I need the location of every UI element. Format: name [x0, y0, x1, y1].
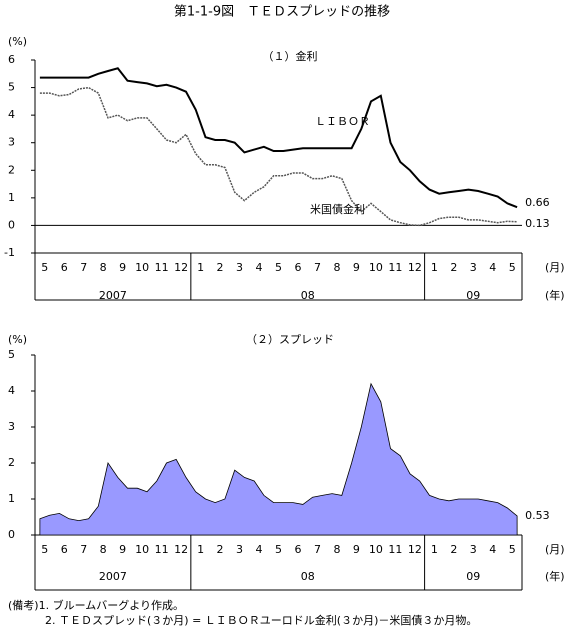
x-tick-label: 3: [470, 261, 477, 274]
note: (備考)1. ブルームバーグより作成。: [8, 598, 184, 612]
y-tick-label: 5: [8, 81, 15, 94]
x-axis-label: (月): [545, 261, 565, 274]
line: [39, 67, 518, 209]
annotation: ＬＩＢＯＲ: [315, 115, 370, 128]
y-tick-label: 3: [8, 420, 15, 433]
x-tick-label: 8: [333, 543, 340, 556]
x-tick-label: 11: [388, 543, 402, 556]
x-tick-label: 11: [155, 261, 169, 274]
x-axis-label: (月): [545, 543, 565, 556]
x-tick-label: 5: [275, 261, 282, 274]
x-tick-label: 9: [119, 261, 126, 274]
value-label: 0.66: [525, 196, 550, 209]
y-tick-label: 2: [8, 163, 15, 176]
y-tick-label: 0: [8, 528, 15, 541]
x-tick-label: 5: [41, 543, 48, 556]
x-tick-label: 12: [174, 261, 188, 274]
year-label: 2007: [99, 570, 127, 583]
x-tick-label: 2: [450, 261, 457, 274]
x-tick-label: 1: [431, 261, 438, 274]
x-tick-label: 10: [135, 261, 149, 274]
x-tick-label: 5: [275, 543, 282, 556]
x-tick-label: 7: [314, 261, 321, 274]
year-label: 08: [301, 289, 315, 302]
year-label: 09: [466, 570, 480, 583]
y-tick-label: 0: [8, 218, 15, 231]
y-tick-label: -1: [4, 246, 15, 259]
x-tick-label: 12: [408, 261, 422, 274]
chart-title: 第1-1-9図 ＴＥＤスプレッドの推移: [174, 5, 390, 20]
x-tick-label: 3: [470, 543, 477, 556]
x-tick-label: 1: [197, 261, 204, 274]
annotation: 米国債金利: [310, 202, 365, 216]
x-tick-label: 5: [509, 543, 516, 556]
x-tick-label: 6: [294, 543, 301, 556]
y-axis-label: (%): [8, 35, 27, 48]
x-tick-label: 7: [80, 543, 87, 556]
x-tick-label: 2: [450, 543, 457, 556]
x-tick-label: 10: [369, 543, 383, 556]
x-tick-label: 10: [369, 261, 383, 274]
x-tick-label: 5: [41, 261, 48, 274]
x-tick-label: 10: [135, 543, 149, 556]
x-tick-label: 8: [100, 261, 107, 274]
area: [39, 382, 518, 536]
year-label: 2007: [99, 289, 127, 302]
x-tick-label: 4: [489, 261, 496, 274]
panel-title: （２）スプレッド: [246, 333, 334, 346]
year-label: 09: [466, 289, 480, 302]
year-axis-label: (年): [545, 288, 565, 302]
x-tick-label: 1: [197, 543, 204, 556]
x-tick-label: 3: [236, 261, 243, 274]
note: 2. ＴＥＤスプレッド(３か月) = ＬＩＢＯＲユーロドル金利(３か月)－米国債…: [45, 613, 477, 627]
x-tick-label: 9: [353, 261, 360, 274]
x-tick-label: 4: [256, 261, 263, 274]
x-tick-label: 1: [431, 543, 438, 556]
x-tick-label: 6: [61, 261, 68, 274]
x-tick-label: 9: [353, 543, 360, 556]
y-tick-label: 1: [8, 191, 15, 204]
panel-title: （１）金利: [263, 49, 318, 63]
y-tick-label: 5: [8, 348, 15, 361]
y-tick-label: 6: [8, 53, 15, 66]
value-label: 0.53: [525, 509, 550, 522]
y-tick-label: 2: [8, 456, 15, 469]
x-tick-label: 2: [217, 261, 224, 274]
line: [39, 86, 518, 227]
x-tick-label: 5: [509, 261, 516, 274]
x-tick-label: 6: [294, 261, 301, 274]
x-tick-label: 9: [119, 543, 126, 556]
x-tick-label: 11: [155, 543, 169, 556]
y-tick-label: 4: [8, 384, 15, 397]
value-label: 0.13: [525, 217, 550, 230]
y-axis-label: (%): [8, 333, 27, 346]
x-tick-label: 6: [61, 543, 68, 556]
x-tick-label: 12: [174, 543, 188, 556]
x-tick-label: 8: [100, 543, 107, 556]
x-tick-label: 7: [80, 261, 87, 274]
x-tick-label: 3: [236, 543, 243, 556]
x-tick-label: 4: [489, 543, 496, 556]
x-tick-label: 11: [388, 261, 402, 274]
year-label: 08: [301, 570, 315, 583]
x-tick-label: 7: [314, 543, 321, 556]
year-axis-label: (年): [545, 569, 565, 583]
x-tick-label: 8: [333, 261, 340, 274]
x-tick-label: 12: [408, 543, 422, 556]
y-tick-label: 4: [8, 108, 15, 121]
x-tick-label: 4: [256, 543, 263, 556]
x-tick-label: 2: [217, 543, 224, 556]
y-tick-label: 1: [8, 492, 15, 505]
y-tick-label: 3: [8, 136, 15, 149]
